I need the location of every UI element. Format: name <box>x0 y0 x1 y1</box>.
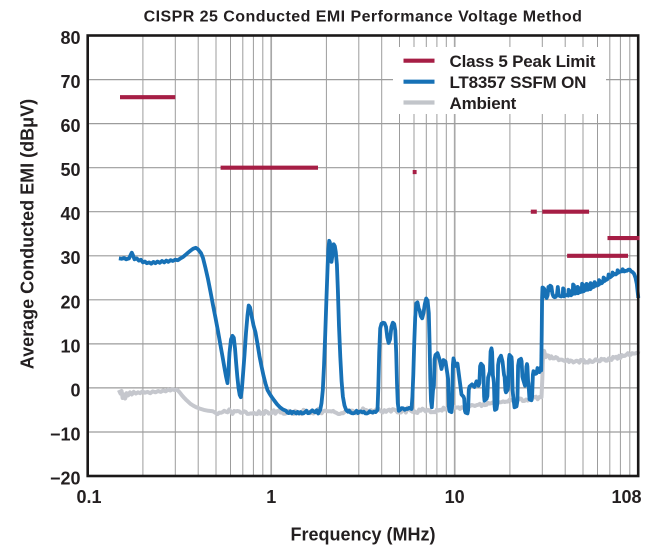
svg-text:80: 80 <box>60 28 80 48</box>
svg-text:0.1: 0.1 <box>76 487 101 507</box>
svg-text:20: 20 <box>60 292 80 312</box>
svg-text:70: 70 <box>60 72 80 92</box>
svg-text:−20: −20 <box>50 469 81 489</box>
svg-text:10: 10 <box>60 336 80 356</box>
svg-text:50: 50 <box>60 160 80 180</box>
svg-text:0: 0 <box>70 380 80 400</box>
svg-text:1: 1 <box>266 487 276 507</box>
svg-text:Class 5 Peak Limit: Class 5 Peak Limit <box>450 52 596 71</box>
svg-text:Average Conducted EMI (dBμV): Average Conducted EMI (dBμV) <box>18 99 38 369</box>
svg-text:Ambient: Ambient <box>450 94 517 113</box>
svg-text:30: 30 <box>60 248 80 268</box>
svg-text:−10: −10 <box>50 425 81 445</box>
svg-text:LT8357 SSFM ON: LT8357 SSFM ON <box>450 73 587 92</box>
svg-text:108: 108 <box>611 487 641 507</box>
svg-text:Frequency (MHz): Frequency (MHz) <box>290 525 435 545</box>
svg-text:10: 10 <box>445 487 465 507</box>
svg-text:60: 60 <box>60 116 80 136</box>
svg-text:CISPR 25 Conducted EMI Perform: CISPR 25 Conducted EMI Performance Volta… <box>144 9 583 26</box>
svg-text:40: 40 <box>60 204 80 224</box>
